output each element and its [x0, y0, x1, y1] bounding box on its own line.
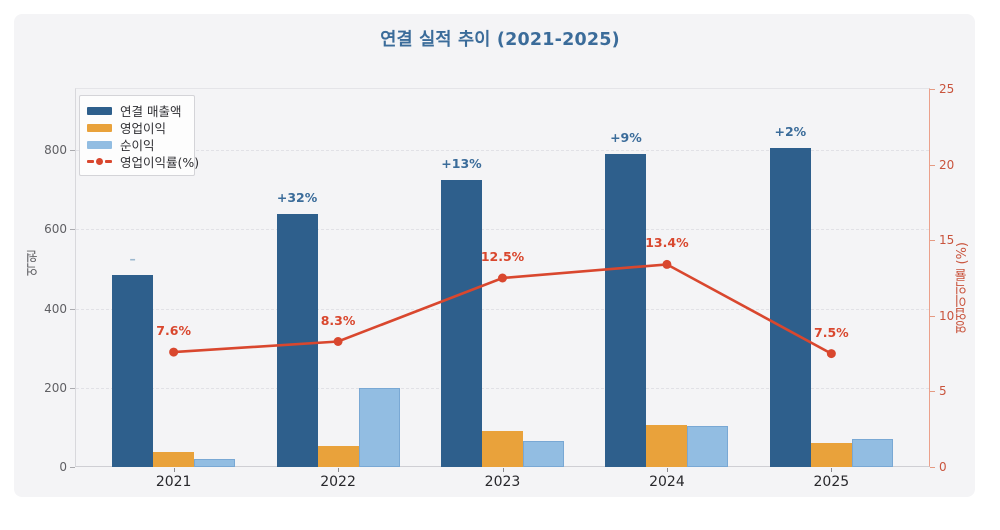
margin-label-2024: 13.4%: [645, 235, 689, 251]
left-axis-tick: [70, 467, 75, 468]
x-axis-tick: [173, 468, 175, 472]
bar-operating-income-2021: [153, 452, 195, 467]
x-axis-label-2024: 2024: [649, 474, 685, 490]
legend: 연결 매출액 영업이익 순이익 영업이익률(%): [79, 95, 199, 176]
margin-point-2024: [662, 259, 672, 269]
operating-margin-line-series: [169, 259, 836, 359]
left-axis-tick-label: 800: [44, 143, 67, 158]
dash-icon: [87, 160, 94, 163]
x-axis-tick: [831, 468, 833, 472]
right-axis-tick-label: 5: [939, 384, 947, 399]
margin-label-2022: 8.3%: [320, 312, 356, 328]
operating-margin-line-swatch-icon: [87, 157, 112, 166]
right-axis-tick: [930, 391, 935, 393]
margin-point-2025: [826, 349, 836, 359]
margin-point-2021: [169, 347, 179, 357]
bar-revenue-2025: [769, 148, 811, 467]
x-axis-label-2021: 2021: [155, 474, 192, 490]
left-axis-tick-label: 200: [44, 380, 67, 395]
left-axis-tick-label: 600: [44, 222, 67, 237]
bar-operating-income-2023: [482, 431, 523, 467]
legend-item-revenue: 연결 매출액: [87, 102, 186, 119]
growth-annotation-2023: +13%: [441, 155, 482, 171]
legend-item-net-income: 순이익: [87, 136, 186, 153]
dot-icon: [96, 158, 103, 165]
right-axis-tick: [930, 467, 935, 468]
growth-annotation-2024: +9%: [610, 130, 642, 146]
left-axis-tick: [70, 150, 75, 152]
operating-income-swatch-icon: [87, 123, 112, 132]
bar-net-income-2022: [358, 387, 400, 467]
right-axis-tick: [930, 89, 935, 90]
gridline-800: [76, 150, 929, 152]
legend-label-net-income: 순이익: [120, 138, 155, 153]
margin-label-2021: 7.6%: [156, 323, 191, 339]
right-axis-tick-label: 20: [939, 157, 955, 172]
bar-operating-income-2022: [317, 446, 359, 467]
left-axis-tick-label: 400: [44, 301, 67, 316]
bar-net-income-2025: [851, 439, 893, 467]
net-income-swatch-icon: [87, 140, 112, 149]
x-axis-label-2022: 2022: [320, 474, 356, 490]
bar-net-income-2021: [194, 459, 236, 467]
legend-item-operating-income: 영업이익: [87, 119, 186, 136]
bar-net-income-2023: [523, 441, 564, 467]
margin-label-2023: 12.5%: [480, 249, 525, 264]
chart-card: [14, 14, 975, 497]
dash-icon: [105, 160, 112, 163]
x-axis-tick: [502, 468, 504, 472]
legend-item-operating-margin: 영업이익률(%): [87, 153, 199, 170]
right-axis-tick-label: 10: [939, 308, 955, 323]
revenue-swatch-icon: [87, 106, 112, 115]
growth-annotation-2022: +32%: [276, 189, 318, 205]
chart-title: 연결 실적 추이 (2021-2025): [380, 30, 620, 50]
bar-operating-income-2025: [810, 443, 852, 467]
growth-annotation-2025: +2%: [774, 124, 807, 140]
bar-revenue-2024: [605, 154, 647, 467]
growth-annotation-2021: –: [129, 250, 136, 266]
left-axis-tick: [70, 308, 75, 310]
left-axis-tick-label: 0: [59, 460, 67, 474]
x-axis-tick: [666, 468, 668, 472]
right-axis-tick: [930, 164, 935, 166]
bar-revenue-2022: [276, 213, 318, 467]
left-axis-title: 억원: [26, 250, 41, 276]
right-axis-tick: [930, 315, 935, 317]
gridline-600: [76, 229, 929, 231]
legend-label-operating-margin: 영업이익률(%): [120, 155, 200, 170]
legend-label-revenue: 연결 매출액: [120, 104, 182, 119]
gridline-400: [76, 308, 929, 310]
bar-operating-income-2024: [646, 425, 688, 467]
gridline-200: [76, 387, 929, 389]
margin-point-2022: [333, 337, 343, 347]
right-axis-tick-label: 0: [939, 460, 947, 474]
right-axis-tick-label: 15: [939, 233, 955, 248]
right-axis-tick-label: 25: [939, 82, 955, 96]
x-axis-label-2023: 2023: [484, 474, 521, 490]
bar-revenue-2023: [441, 179, 482, 467]
margin-point-2023: [498, 273, 507, 283]
left-axis-tick: [70, 229, 75, 231]
x-axis-label-2025: 2025: [813, 474, 850, 490]
x-axis-tick: [338, 468, 340, 472]
bar-revenue-2021: [112, 274, 154, 467]
bar-net-income-2024: [687, 426, 729, 467]
left-axis-tick: [70, 387, 75, 389]
margin-label-2025: 7.5%: [814, 324, 849, 340]
legend-label-operating-income: 영업이익: [120, 121, 167, 136]
right-axis-tick: [930, 240, 935, 242]
